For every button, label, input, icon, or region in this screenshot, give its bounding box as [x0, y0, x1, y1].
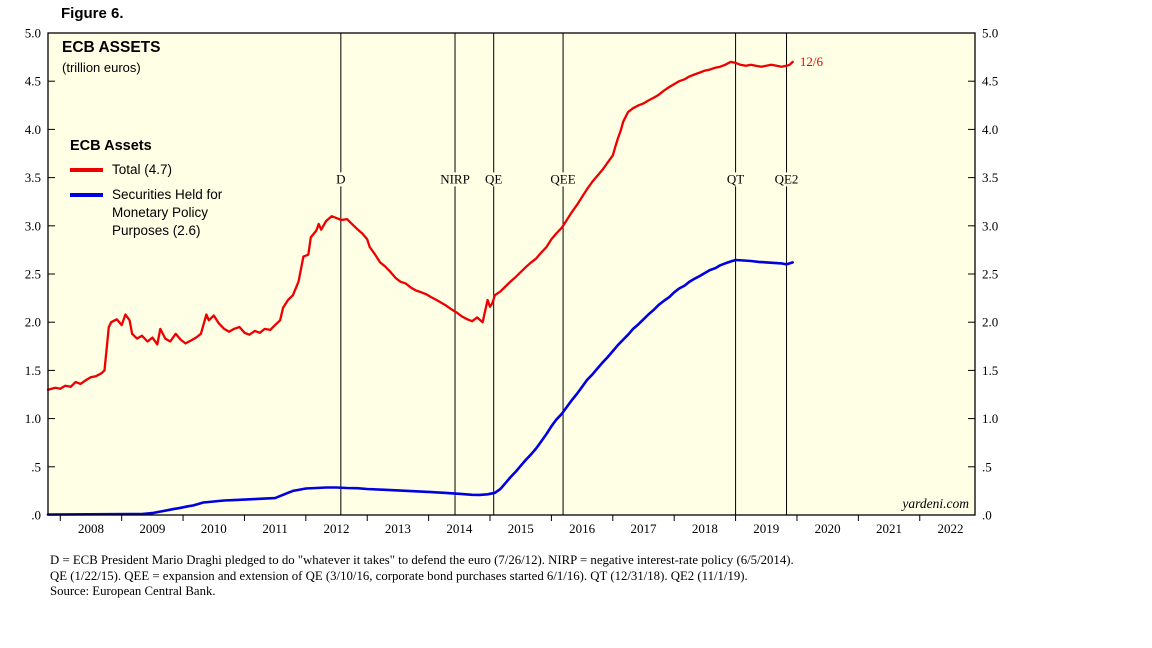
x-tick-label: 2014 [446, 521, 473, 536]
y-tick-label-right: 1.0 [982, 411, 998, 426]
plot-background [48, 33, 975, 515]
event-label-D: D [336, 171, 345, 186]
y-tick-label-left: 5.0 [25, 26, 41, 41]
x-tick-label: 2013 [385, 521, 411, 536]
footnotes: D = ECB President Mario Draghi pledged t… [50, 553, 1010, 600]
chart-heading: ECB ASSETS (trillion euros) [62, 39, 160, 75]
x-tick-label: 2019 [753, 521, 779, 536]
x-tick-label: 2010 [201, 521, 227, 536]
y-tick-label-left: 4.0 [25, 122, 41, 137]
y-tick-label-left: 2.0 [25, 315, 41, 330]
x-tick-label: 2008 [78, 521, 104, 536]
series-line-total [46, 60, 794, 391]
y-tick-label-right: 2.0 [982, 315, 998, 330]
legend-label-line: Purposes (2.6) [112, 223, 201, 238]
watermark: yardeni.com [900, 496, 969, 511]
series-line-securities [46, 258, 795, 516]
y-tick-label-right: 3.0 [982, 218, 998, 233]
legend: ECB Assets Total (4.7) Securities Held f… [70, 138, 222, 240]
event-label-NIRP: NIRP [440, 171, 470, 186]
legend-item-securities: Securities Held for Monetary Policy Purp… [70, 186, 222, 240]
footnote-line-1: D = ECB President Mario Draghi pledged t… [50, 553, 794, 567]
y-tick-label-left: .0 [31, 508, 41, 523]
x-tick-label: 2018 [692, 521, 718, 536]
figure-title: Figure 6. [61, 5, 124, 22]
x-tick-label: 2016 [569, 521, 596, 536]
x-tick-label: 2022 [937, 521, 963, 536]
event-label-bg [771, 172, 802, 187]
y-tick-label-right: 4.0 [982, 122, 998, 137]
y-tick-label-right: 4.5 [982, 74, 998, 89]
x-tick-label: 2021 [876, 521, 902, 536]
y-tick-label-right: 5.0 [982, 26, 998, 41]
y-tick-label-right: 3.5 [982, 170, 998, 185]
legend-swatch-total [70, 168, 103, 172]
footnote-source: Source: European Central Bank. [50, 584, 216, 598]
x-tick-label: 2012 [324, 521, 350, 536]
chart-title: ECB ASSETS [62, 39, 161, 56]
legend-item-total: Total (4.7) [70, 161, 222, 179]
x-tick-label: 2017 [630, 521, 657, 536]
event-label-bg [333, 172, 348, 187]
y-tick-label-left: 3.0 [25, 218, 41, 233]
y-tick-label-left: .5 [31, 459, 41, 474]
y-tick-label-right: 1.5 [982, 363, 998, 378]
x-tick-label: 2009 [139, 521, 165, 536]
y-tick-label-right: .5 [982, 459, 992, 474]
event-label-QE: QE [485, 171, 502, 186]
end-annotation: 12/6 [800, 54, 824, 69]
legend-label-total: Total (4.7) [112, 162, 173, 177]
plot-border [47, 32, 976, 516]
ecb-assets-line-chart: .0 .0 .5 .5 1.0 1.0 1.5 1.5 2.0 2.0 2.5 2.5 3.0 3.0 3.… [25, 26, 999, 537]
y-tick-label-right: .0 [982, 508, 992, 523]
event-label-QE2: QE2 [775, 171, 799, 186]
event-label-bg [724, 172, 747, 187]
chart-subtitle: (trillion euros) [62, 60, 141, 75]
footnote-line-2: QE (1/22/15). QEE = expansion and extens… [50, 568, 748, 583]
legend-label-line: Monetary Policy [112, 205, 209, 220]
event-label-QEE: QEE [550, 171, 575, 186]
x-tick-label: 2015 [508, 521, 534, 536]
legend-label-securities: Securities Held for Monetary Policy Purp… [112, 186, 222, 240]
y-tick-label-left: 1.0 [25, 411, 41, 426]
event-label-bg [482, 172, 505, 187]
legend-swatch-securities [70, 193, 103, 197]
chart: .0 .0 .5 .5 1.0 1.0 1.5 1.5 2.0 2.0 2.5 2.5 3.0 3.0 3.… [25, 26, 999, 537]
legend-title: ECB Assets [70, 138, 152, 154]
y-tick-label-left: 2.5 [25, 267, 41, 282]
y-tick-label-left: 1.5 [25, 363, 41, 378]
event-label-bg [435, 172, 475, 187]
event-label-QT: QT [727, 171, 744, 186]
y-tick-label-left: 3.5 [25, 170, 41, 185]
x-tick-label: 2011 [262, 521, 288, 536]
legend-label-line: Securities Held for [112, 187, 223, 202]
y-tick-label-left: 4.5 [25, 74, 41, 89]
x-tick-label: 2020 [815, 521, 841, 536]
event-label-bg [547, 172, 579, 187]
y-tick-label-right: 2.5 [982, 267, 998, 282]
